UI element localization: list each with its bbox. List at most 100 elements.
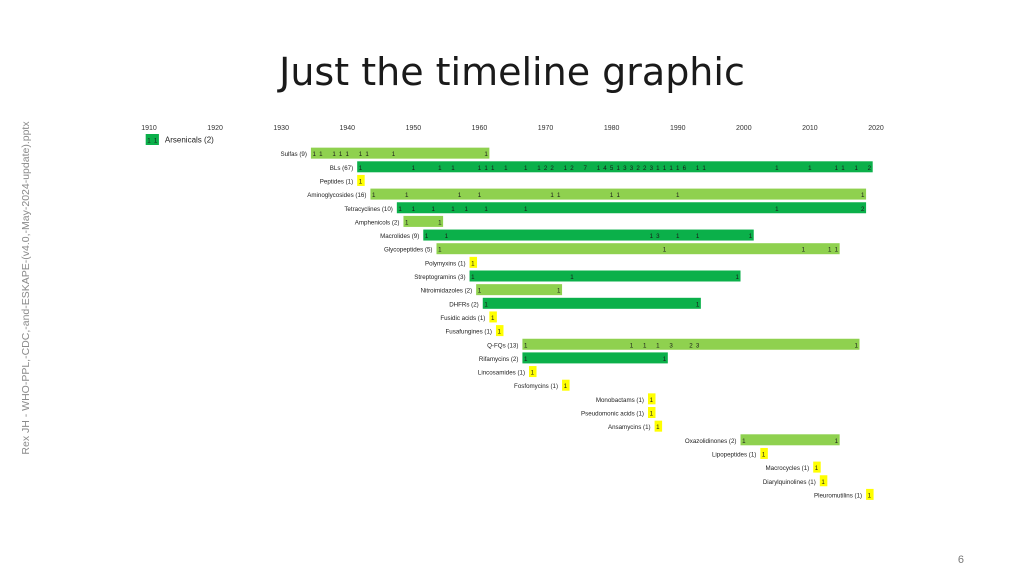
- x-tick-label: 2010: [802, 125, 818, 132]
- timeline-bar: [469, 256, 478, 268]
- approval-count-label: 1: [412, 206, 416, 213]
- approval-count-label: 1: [663, 165, 667, 172]
- x-tick-label: 1950: [406, 125, 422, 132]
- class-label: Lipopeptides (1): [712, 451, 756, 458]
- approval-count-label: 1: [775, 165, 779, 172]
- approval-count-label: 2: [636, 165, 640, 172]
- approval-count-label: 2: [550, 165, 554, 172]
- x-tick-label: 1980: [604, 125, 620, 132]
- approval-count-label: 1: [405, 219, 409, 226]
- approval-count-label: 5: [610, 165, 614, 172]
- class-label: Oxazolidinones (2): [685, 438, 737, 445]
- approval-count-label: 2: [570, 165, 574, 172]
- approval-count-label: 1: [663, 247, 667, 254]
- class-label: Diarylquinolines (1): [763, 479, 816, 486]
- approval-count-label: 1: [451, 206, 455, 213]
- approval-count-label: 1: [808, 165, 812, 172]
- timeline-bar: [647, 393, 656, 405]
- class-label: Pleuromutilins (1): [814, 492, 862, 499]
- timeline-bar: [819, 475, 828, 487]
- approval-count-label: 1: [465, 206, 469, 213]
- x-tick-label: 1940: [339, 125, 355, 132]
- approval-count-label: 1: [835, 438, 839, 445]
- approval-count-label: 1: [630, 342, 634, 349]
- class-label: Aminoglycosides (16): [307, 192, 366, 199]
- approval-count-label: 1: [557, 288, 561, 295]
- approval-count-label: 1: [841, 165, 845, 172]
- approval-count-label: 1: [861, 192, 865, 199]
- class-label: Amphenicols (2): [355, 219, 400, 226]
- timeline-bar: [357, 161, 873, 173]
- approval-count-label: 1: [491, 315, 495, 322]
- approval-count-label: 1: [868, 492, 872, 499]
- approval-count-label: 3: [623, 165, 627, 172]
- approval-count-label: 1: [828, 247, 832, 254]
- approval-count-label: 2: [544, 165, 548, 172]
- timeline-bar: [529, 366, 537, 378]
- approval-count-label: 1: [313, 151, 317, 158]
- x-tick-label: 1920: [207, 125, 223, 132]
- approval-count-label: 1: [484, 165, 488, 172]
- timeline-bar: [482, 297, 701, 309]
- approval-count-label: 1: [412, 165, 416, 172]
- timeline-bar: [469, 270, 741, 282]
- approval-count-label: 1: [524, 342, 528, 349]
- approval-count-label: 1: [154, 138, 158, 145]
- timeline-bar: [647, 407, 656, 418]
- approval-count-label: 1: [663, 356, 667, 363]
- class-label: Streptogramins (3): [414, 274, 465, 281]
- approval-count-label: 1: [438, 219, 442, 226]
- approval-count-label: 1: [617, 192, 621, 199]
- approval-count-label: 1: [643, 342, 647, 349]
- slide-title: Just the timeline graphic: [279, 50, 745, 94]
- class-label: Monobactams (1): [596, 397, 644, 404]
- approval-count-label: 1: [498, 329, 502, 336]
- timeline-bar: [370, 188, 867, 200]
- approval-count-label: 1: [392, 151, 396, 158]
- approval-count-label: 1: [346, 151, 350, 158]
- approval-count-label: 1: [749, 233, 753, 240]
- class-label: Polymyxins (1): [425, 260, 466, 267]
- approval-count-label: 1: [669, 165, 673, 172]
- class-label: BLs (67): [330, 165, 353, 172]
- x-tick-label: 1970: [538, 125, 554, 132]
- approval-count-label: 1: [656, 424, 660, 431]
- slide-number: 6: [957, 554, 964, 566]
- approval-count-label: 1: [478, 288, 482, 295]
- approval-count-label: 1: [438, 165, 442, 172]
- approval-count-label: 1: [821, 479, 825, 486]
- approval-count-label: 1: [762, 451, 766, 458]
- timeline-bar: [654, 420, 663, 432]
- approval-count-label: 1: [438, 247, 442, 254]
- timeline-bar: [495, 325, 504, 337]
- timeline-bar: [489, 311, 497, 323]
- timeline-bar: [436, 243, 840, 255]
- approval-count-label: 4: [603, 165, 607, 172]
- class-label: Glycopeptides (5): [384, 247, 433, 254]
- approval-count-label: 1: [854, 342, 858, 349]
- class-label: Macrocycles (1): [766, 465, 810, 472]
- approval-count-label: 3: [650, 165, 654, 172]
- class-label: Tetracyclines (10): [344, 206, 392, 213]
- timeline-bar: [740, 434, 840, 446]
- x-tick-label: 1960: [472, 125, 488, 132]
- class-label: Q-FQs (13): [487, 342, 518, 349]
- timeline-bar: [562, 379, 570, 391]
- approval-count-label: 1: [564, 383, 568, 390]
- approval-count-label: 1: [339, 151, 343, 158]
- approval-count-label: 1: [650, 411, 654, 418]
- approval-count-label: 1: [570, 274, 574, 281]
- approval-count-label: 1: [815, 465, 819, 472]
- approval-count-label: 1: [610, 192, 614, 199]
- class-label: Rifamycins (2): [479, 356, 519, 363]
- approval-count-label: 1: [451, 165, 455, 172]
- approval-count-label: 1: [484, 301, 488, 308]
- approval-count-label: 1: [405, 192, 409, 199]
- x-tick-label: 2020: [868, 125, 884, 132]
- approval-count-label: 7: [583, 165, 587, 172]
- approval-count-label: 1: [431, 206, 435, 213]
- approval-count-label: 1: [398, 206, 402, 213]
- approval-count-label: 1: [656, 342, 660, 349]
- x-tick-label: 2000: [736, 125, 752, 132]
